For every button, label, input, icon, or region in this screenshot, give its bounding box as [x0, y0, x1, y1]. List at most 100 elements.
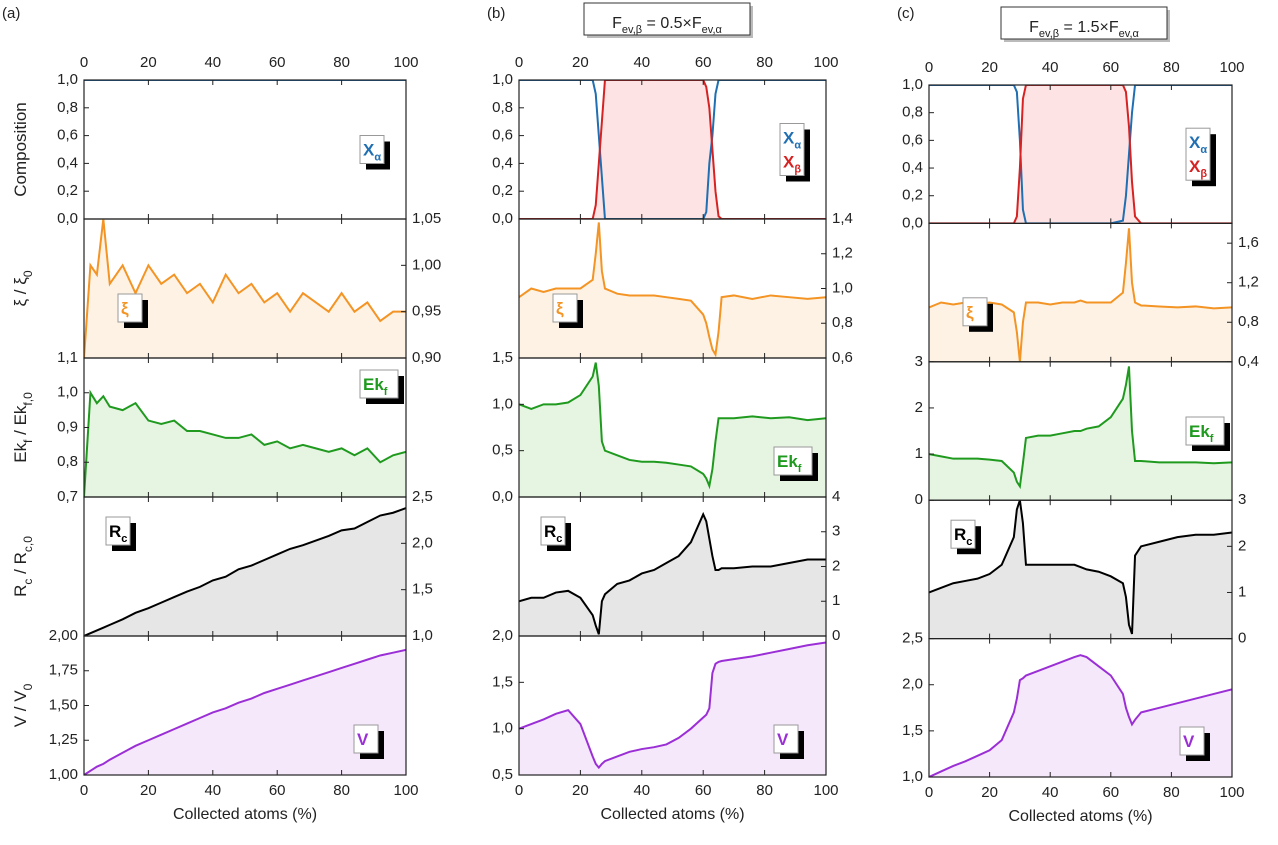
legend-entry: Xα — [783, 129, 801, 151]
x-tick-label: 80 — [756, 54, 773, 71]
y-tick-label: 0,8 — [1238, 313, 1259, 330]
legend-box — [962, 297, 988, 327]
y-tick-label: 1,0 — [492, 720, 513, 737]
legend-box — [1185, 416, 1225, 446]
subscript: α — [794, 139, 801, 151]
legend-entry: V — [357, 730, 369, 749]
x-tick-label: 60 — [695, 54, 712, 71]
title-box — [1000, 6, 1168, 40]
plot-area — [519, 641, 826, 775]
legend-box — [105, 516, 131, 546]
plot-area — [519, 80, 826, 219]
y-tick-label: 2 — [1238, 537, 1246, 554]
area-fill — [929, 85, 1232, 224]
y-tick-label: 2,0 — [492, 627, 513, 644]
subscript: 0 — [21, 683, 35, 690]
legend-box — [552, 293, 578, 323]
text-part: = 0.5×F — [642, 15, 702, 32]
line — [929, 366, 1232, 490]
y-tick-label: 0,5 — [492, 442, 513, 459]
title-box — [583, 2, 751, 36]
x-tick-label: 100 — [813, 54, 838, 71]
area-fill — [929, 366, 1232, 501]
text-part: F — [1029, 19, 1039, 36]
line — [519, 222, 826, 358]
y-tick-label: 1,0 — [902, 76, 923, 93]
y-tick-label: 3 — [1238, 491, 1246, 508]
y-tick-label: 1 — [832, 592, 840, 609]
x-tick-label: 0 — [515, 782, 523, 799]
y-tick-label: 1,2 — [1238, 274, 1259, 291]
x-tick-label: 100 — [1219, 59, 1244, 76]
column-title: Fev,β = 1.5×Fev,α — [1029, 19, 1139, 40]
text-part: V / V — [11, 690, 30, 728]
x-tick-label: 0 — [925, 59, 933, 76]
text-part: ξ — [966, 303, 974, 322]
y-tick-label: 0,0 — [902, 214, 923, 231]
x-tick-label: 20 — [981, 784, 998, 801]
legend-box — [117, 293, 143, 323]
text-part: X — [783, 153, 795, 172]
y-tick-label: 0,8 — [832, 314, 853, 331]
legend-entry: Ekf — [777, 452, 802, 474]
area-fill — [84, 649, 406, 775]
y-tick-label: 4 — [832, 488, 840, 505]
text-part: Composition — [11, 102, 30, 197]
text-part: / Ek — [11, 405, 30, 440]
plot-area — [84, 648, 406, 775]
y-tick-label: 1,5 — [902, 722, 923, 739]
line — [84, 389, 406, 497]
y-tick-label: 0,0 — [492, 488, 513, 505]
subscript: f — [798, 463, 802, 475]
x-tick-label: 20 — [572, 54, 589, 71]
y-tick-label: 0,6 — [492, 127, 513, 144]
text-part: Ek — [777, 452, 798, 471]
y-tick-label: 0,90 — [412, 349, 441, 366]
text-part: ξ — [121, 299, 129, 318]
y-tick-label: 0,8 — [57, 453, 78, 470]
y-axis-label: Rc / Rc,0 — [11, 536, 35, 597]
y-tick-label: 2 — [915, 399, 923, 416]
line — [929, 228, 1232, 362]
x-tick-label: 60 — [1102, 784, 1119, 801]
y-tick-label: 0 — [832, 627, 840, 644]
y-tick-label: 0,7 — [57, 488, 78, 505]
plot-area — [929, 228, 1232, 362]
text-part: = 1.5×F — [1059, 19, 1119, 36]
y-tick-label: 1,0 — [492, 395, 513, 412]
legend-entry: V — [1183, 732, 1195, 751]
x-tick-label: 40 — [1042, 59, 1059, 76]
line — [519, 511, 826, 635]
text-part: F — [612, 15, 622, 32]
y-tick-label: 0,8 — [492, 99, 513, 116]
y-axis-label: Ekf / Ekf,0 — [11, 392, 35, 463]
y-tick-label: 1,5 — [492, 673, 513, 690]
plot-area — [84, 389, 406, 497]
y-tick-label: 1,2 — [832, 245, 853, 262]
x-tick-label: 20 — [140, 54, 157, 71]
axes-frame — [83, 79, 407, 220]
legend-entry: Ekf — [363, 375, 388, 397]
text-part: X — [363, 141, 375, 160]
y-tick-label: 1,1 — [57, 349, 78, 366]
y-tick-label: 1,05 — [412, 210, 441, 227]
panel-label: (b) — [487, 5, 505, 22]
y-tick-label: 0,2 — [492, 182, 513, 199]
y-tick-label: 3 — [915, 353, 923, 370]
legend-box — [359, 135, 385, 164]
y-tick-label: 0,0 — [492, 210, 513, 227]
x-tick-label: 0 — [80, 782, 88, 799]
area-fill — [519, 514, 826, 636]
y-tick-label: 2,0 — [412, 534, 433, 551]
area-fill — [519, 642, 826, 775]
x-axis-label: Collected atoms (%) — [1008, 808, 1152, 825]
x-tick-label: 60 — [695, 782, 712, 799]
y-axis-label: ξ / ξ0 — [11, 270, 35, 306]
text-part: V — [1183, 732, 1195, 751]
text-part: X — [783, 129, 795, 148]
y-tick-label: 1,0 — [902, 768, 923, 785]
y-tick-label: 1,5 — [412, 581, 433, 598]
plot-area — [519, 222, 826, 358]
x-tick-label: 20 — [981, 59, 998, 76]
legend-entry: Rc — [954, 526, 972, 548]
